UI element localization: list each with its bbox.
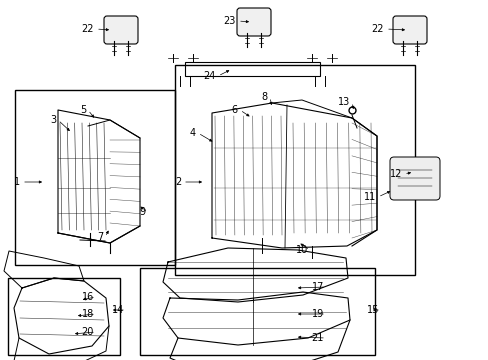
- Text: 18: 18: [81, 309, 94, 319]
- Bar: [15, 90, 175, 265]
- Text: 4: 4: [189, 128, 196, 138]
- Text: 24: 24: [203, 71, 216, 81]
- Bar: [184, 62, 319, 76]
- Text: 2: 2: [174, 177, 181, 187]
- FancyBboxPatch shape: [104, 16, 138, 44]
- Bar: [8, 278, 120, 355]
- FancyBboxPatch shape: [237, 8, 270, 36]
- Text: 20: 20: [81, 327, 94, 337]
- Text: 22: 22: [81, 24, 94, 34]
- Text: 3: 3: [50, 115, 56, 125]
- FancyBboxPatch shape: [389, 157, 439, 200]
- Text: 5: 5: [80, 105, 86, 115]
- FancyBboxPatch shape: [392, 16, 426, 44]
- Text: 17: 17: [311, 282, 324, 292]
- Text: 15: 15: [366, 305, 378, 315]
- Text: 22: 22: [371, 24, 383, 34]
- Bar: [175, 65, 414, 275]
- Text: 16: 16: [81, 292, 94, 302]
- Text: 9: 9: [140, 207, 146, 217]
- Text: 14: 14: [112, 305, 124, 315]
- Text: 19: 19: [311, 309, 324, 319]
- Text: 11: 11: [363, 192, 375, 202]
- Text: 1: 1: [14, 177, 20, 187]
- Text: 21: 21: [311, 333, 324, 343]
- Text: 8: 8: [262, 92, 267, 102]
- Text: 7: 7: [97, 232, 103, 242]
- Text: 13: 13: [337, 97, 349, 107]
- Bar: [140, 268, 374, 355]
- Text: 12: 12: [389, 169, 401, 179]
- Text: 6: 6: [231, 105, 238, 115]
- Text: 10: 10: [295, 245, 307, 255]
- Text: 23: 23: [223, 16, 236, 26]
